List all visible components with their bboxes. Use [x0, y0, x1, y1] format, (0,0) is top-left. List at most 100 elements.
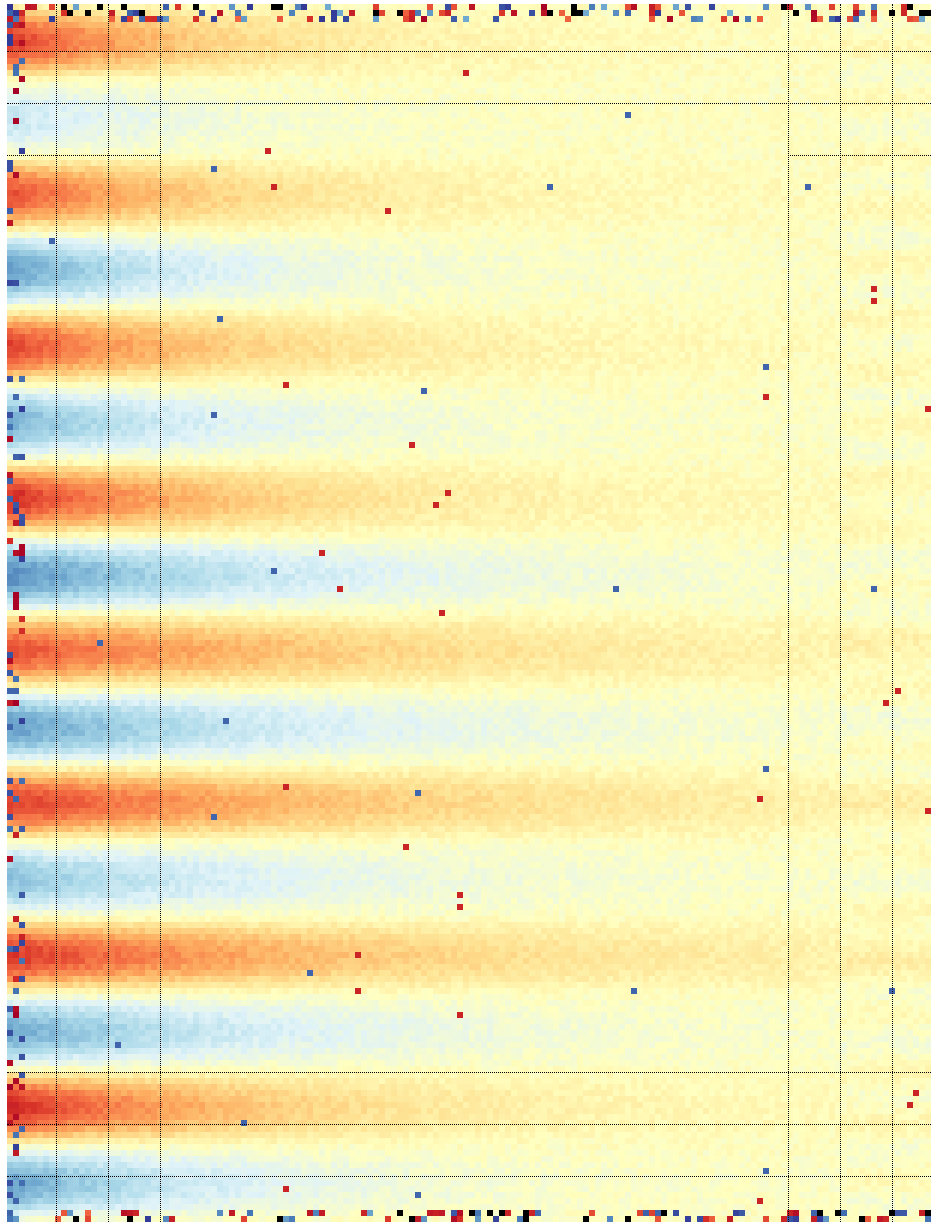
heatmap-cell [661, 64, 667, 70]
heatmap-cell [157, 34, 163, 40]
heatmap-cell [241, 112, 247, 118]
heatmap-cell [757, 160, 763, 166]
heatmap-cell [499, 52, 505, 58]
heatmap-cell [541, 22, 547, 28]
heatmap-cell [31, 136, 37, 142]
heatmap-cell [685, 160, 691, 166]
heatmap-cell [289, 70, 295, 76]
heatmap-cell [217, 94, 223, 100]
heatmap-cell [745, 16, 751, 22]
heatmap-cell [7, 142, 13, 148]
heatmap-cell [55, 52, 61, 58]
heatmap-cell [595, 16, 601, 22]
heatmap-cell [571, 70, 577, 76]
heatmap-cell [757, 148, 763, 154]
heatmap-cell [733, 82, 739, 88]
heatmap-cell [757, 136, 763, 142]
heatmap-cell [781, 148, 787, 154]
heatmap-cell [685, 130, 691, 136]
heatmap-cell [571, 58, 577, 64]
heatmap-cell [49, 166, 55, 172]
heatmap-cell [97, 88, 103, 94]
heatmap-cell [607, 52, 613, 58]
heatmap-cell [907, 94, 913, 100]
heatmap-cell [481, 136, 487, 142]
heatmap-cell [613, 82, 619, 88]
heatmap-cell [925, 112, 931, 118]
heatmap-cell [613, 136, 619, 142]
heatmap-cell [625, 148, 631, 154]
heatmap-cell [403, 52, 409, 58]
heatmap-cell [43, 58, 49, 64]
heatmap-cell [787, 94, 793, 100]
heatmap-cell [595, 124, 601, 130]
heatmap-cell [721, 52, 727, 58]
heatmap-cell [37, 82, 43, 88]
heatmap-cell [577, 64, 583, 70]
heatmap-cell [19, 34, 25, 40]
heatmap-cell [541, 34, 547, 40]
heatmap-cell [379, 16, 385, 22]
heatmap-cell [373, 154, 379, 160]
heatmap-cell [703, 82, 709, 88]
heatmap-cell [349, 16, 355, 22]
heatmap-cell [187, 34, 193, 40]
heatmap-cell [601, 112, 607, 118]
heatmap-cell [889, 52, 895, 58]
heatmap-cell [79, 106, 85, 112]
heatmap-cell [883, 82, 889, 88]
heatmap-cell [889, 22, 895, 28]
heatmap-cell [139, 88, 145, 94]
heatmap-cell [811, 136, 817, 142]
heatmap-cell [361, 76, 367, 82]
heatmap-cell [781, 142, 787, 148]
heatmap-cell [403, 112, 409, 118]
heatmap-cell [187, 82, 193, 88]
heatmap-cell [505, 76, 511, 82]
heatmap-cell [643, 160, 649, 166]
heatmap-cell [445, 4, 451, 10]
heatmap-cell [691, 148, 697, 154]
heatmap-cell [733, 46, 739, 52]
heatmap-cell [583, 136, 589, 142]
heatmap-cell [685, 64, 691, 70]
heatmap-cell [517, 46, 523, 52]
heatmap-cell [841, 82, 847, 88]
heatmap-cell [823, 160, 829, 166]
heatmap-cell [91, 118, 97, 124]
heatmap-cell [841, 118, 847, 124]
heatmap-cell [109, 16, 115, 22]
heatmap-cell [847, 100, 853, 106]
heatmap-cell [847, 10, 853, 16]
heatmap-cell [547, 94, 553, 100]
heatmap-cell [349, 64, 355, 70]
heatmap-cell [49, 100, 55, 106]
heatmap-cell [97, 166, 103, 172]
heatmap-cell [841, 100, 847, 106]
heatmap-cell [769, 94, 775, 100]
heatmap-cell [385, 100, 391, 106]
heatmap-cell [367, 52, 373, 58]
heatmap-cell [565, 148, 571, 154]
heatmap-cell [505, 64, 511, 70]
heatmap-cell [469, 70, 475, 76]
heatmap-cell [391, 76, 397, 82]
heatmap-cell [85, 124, 91, 130]
heatmap-cell [871, 136, 877, 142]
heatmap-cell [337, 10, 343, 16]
heatmap-cell [607, 106, 613, 112]
heatmap-cell [151, 70, 157, 76]
heatmap-cell [799, 40, 805, 46]
heatmap-cell [247, 52, 253, 58]
heatmap-cell [913, 10, 919, 16]
heatmap-cell [247, 124, 253, 130]
heatmap-cell [619, 142, 625, 148]
heatmap-cell [715, 100, 721, 106]
heatmap-cell [211, 40, 217, 46]
heatmap-cell [31, 94, 37, 100]
heatmap-cell [301, 40, 307, 46]
heatmap-cell [697, 118, 703, 124]
heatmap-cell [643, 70, 649, 76]
heatmap-cell [79, 130, 85, 136]
heatmap-cell [217, 88, 223, 94]
